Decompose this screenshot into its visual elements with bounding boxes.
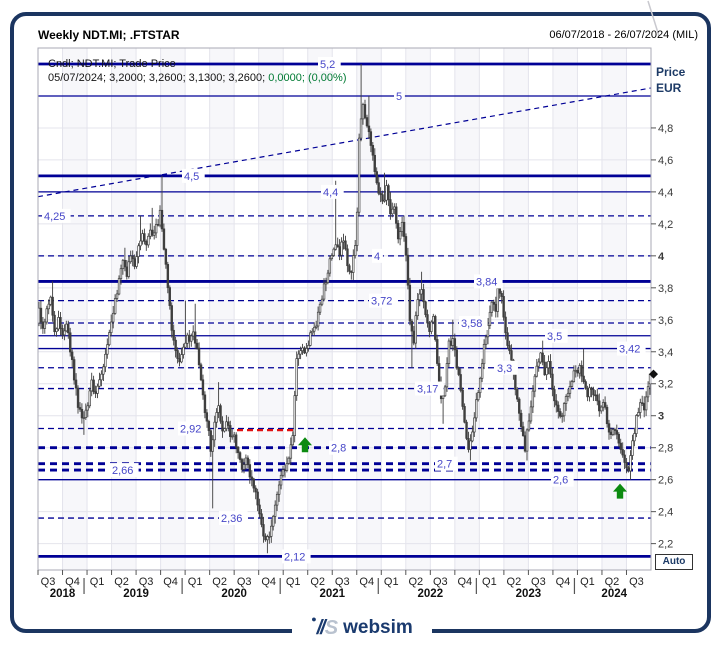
websim-slashes-icon: // [316,616,326,639]
chart-title: Weekly NDT.MI; .FTSTAR [38,28,180,42]
websim-wordmark: websim [343,617,413,638]
legend-ohlc-values: 05/07/2024; 3,2000; 3,2600; 3,1300; 3,26… [48,72,269,84]
legend-values-line: 05/07/2024; 3,2000; 3,2600; 3,1300; 3,26… [48,71,346,85]
websim-dot-icon: ● [311,614,317,624]
chart-legend: Cndl; NDT.MI; Trade Price 05/07/2024; 3,… [48,57,346,85]
date-range: 06/07/2018 - 26/07/2024 (MIL) [549,29,698,41]
auto-button[interactable]: Auto [655,554,693,570]
legend-change-values: 0,0000; (0,00%) [268,72,347,84]
websim-s-icon: S [324,616,339,639]
chart-card [10,12,711,633]
legend-series-line: Cndl; NDT.MI; Trade Price [48,58,176,70]
